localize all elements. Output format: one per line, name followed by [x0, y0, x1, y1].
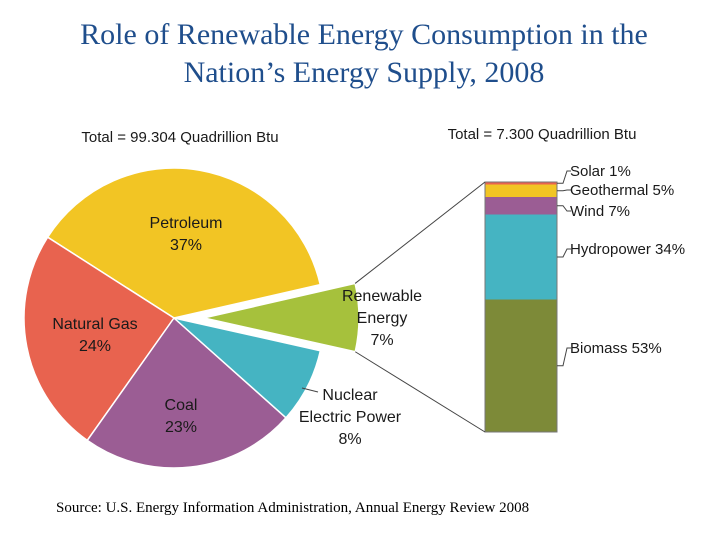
pie-label-renewable-energy-line2: Energy: [357, 310, 408, 327]
pie-label-nuclear-electric-power-line2: Electric Power: [299, 409, 402, 426]
bar-segment-solar: [485, 182, 557, 185]
nuclear-leader-line: [301, 387, 319, 393]
bar-leader-hydropower: [557, 248, 571, 258]
bar-label-hydropower: Hydropower 34%: [570, 241, 685, 258]
pie-label-renewable-energy: Renewable: [342, 288, 422, 305]
connector-line-bottom: [355, 351, 486, 433]
bar-leader-geothermal: [557, 189, 571, 192]
bar-segment-geothermal: [485, 184, 557, 197]
pie-slice-renewable-energy: [203, 282, 360, 353]
pie-value-petroleum: 37%: [170, 237, 202, 254]
bar-leader-solar: [557, 170, 571, 184]
chart-title-line-1: Role of Renewable Energy Consumption in …: [80, 18, 648, 51]
pie-slice-natural-gas: [23, 236, 176, 442]
bar-total-label: Total = 7.300 Quadrillion Btu: [448, 126, 637, 143]
bar-segment-wind: [485, 197, 557, 215]
pie-total-label: Total = 99.304 Quadrillion Btu: [81, 129, 278, 146]
connector-line-top: [354, 181, 486, 284]
bar-label-biomass: Biomass 53%: [570, 340, 662, 357]
stacked-bar-chart: Biomass 53% Hydropower 34% Wind 7% Geotherm…: [354, 163, 685, 433]
source-note: Source: U.S. Energy Information Administ…: [56, 500, 530, 516]
chart-title-line-2: Nation’s Energy Supply, 2008: [183, 56, 545, 89]
pie-value-coal: 23%: [165, 419, 197, 436]
pie-chart: Petroleum 37% Natural Gas 24% Coal 23% Nuclear…: [23, 167, 422, 469]
pie-slice-coal: [86, 316, 288, 469]
pie-label-natural-gas: Natural Gas: [52, 316, 137, 333]
pie-label-nuclear-electric-power: Nuclear: [322, 387, 378, 404]
pie-value-natural-gas: 24%: [79, 338, 111, 355]
bar-label-geothermal: Geothermal 5%: [570, 182, 674, 199]
bar-leader-biomass: [557, 347, 571, 367]
bar-leader-wind: [557, 205, 571, 212]
pie-value-renewable-energy: 7%: [370, 332, 393, 349]
bar-segment-hydropower: [485, 214, 557, 300]
pie-label-coal: Coal: [165, 397, 198, 414]
bar-segment-biomass: [485, 299, 557, 432]
pie-label-petroleum: Petroleum: [150, 215, 223, 232]
chart-title: Role of Renewable Energy Consumption in …: [0, 16, 728, 92]
pie-slice-nuclear-electric-power: [171, 316, 322, 419]
pie-value-nuclear-electric-power: 8%: [338, 431, 361, 448]
bar-label-wind: Wind 7%: [570, 203, 630, 220]
bar-outline: [484, 181, 558, 433]
bar-label-solar: Solar 1%: [570, 163, 631, 180]
